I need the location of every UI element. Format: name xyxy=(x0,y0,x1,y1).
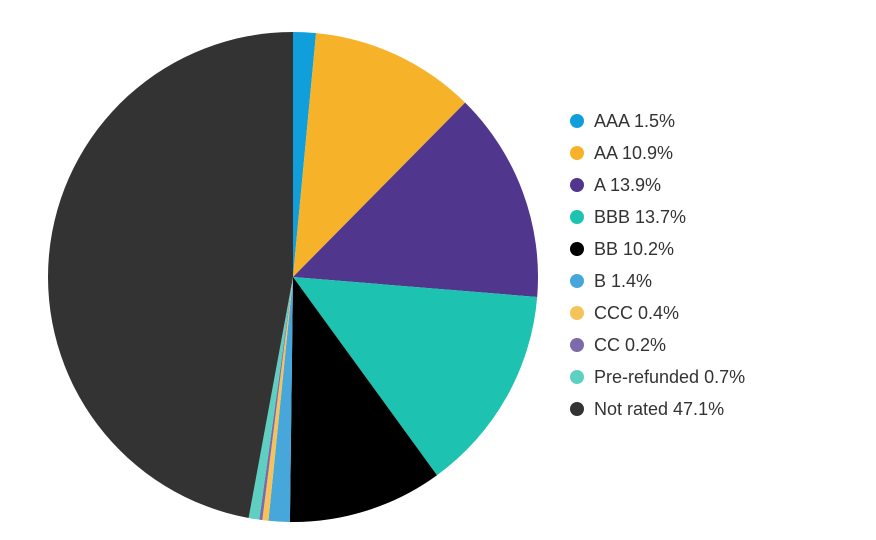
pie-slice xyxy=(48,32,293,518)
legend-label: Not rated 47.1% xyxy=(594,400,724,418)
legend-item: BBB 13.7% xyxy=(570,208,745,226)
legend-label: B 1.4% xyxy=(594,272,652,290)
legend-item: A 13.9% xyxy=(570,176,745,194)
legend-swatch xyxy=(570,114,584,128)
legend-item: B 1.4% xyxy=(570,272,745,290)
legend-swatch xyxy=(570,402,584,416)
legend-label: BBB 13.7% xyxy=(594,208,686,226)
legend: AAA 1.5% AA 10.9% A 13.9% BBB 13.7% BB 10.2%… xyxy=(570,112,745,418)
legend-label: BB 10.2% xyxy=(594,240,674,258)
legend-label: Pre-refunded 0.7% xyxy=(594,368,745,386)
legend-swatch xyxy=(570,338,584,352)
legend-item: Pre-refunded 0.7% xyxy=(570,368,745,386)
legend-swatch xyxy=(570,274,584,288)
legend-item: CC 0.2% xyxy=(570,336,745,354)
legend-swatch xyxy=(570,210,584,224)
legend-label: AA 10.9% xyxy=(594,144,673,162)
legend-label: A 13.9% xyxy=(594,176,661,194)
legend-item: AA 10.9% xyxy=(570,144,745,162)
legend-label: CCC 0.4% xyxy=(594,304,679,322)
credit-quality-pie-chart: AAA 1.5% AA 10.9% A 13.9% BBB 13.7% BB 10.2%… xyxy=(0,0,876,540)
legend-swatch xyxy=(570,146,584,160)
legend-item: Not rated 47.1% xyxy=(570,400,745,418)
legend-swatch xyxy=(570,242,584,256)
legend-swatch xyxy=(570,370,584,384)
legend-item: AAA 1.5% xyxy=(570,112,745,130)
legend-item: CCC 0.4% xyxy=(570,304,745,322)
legend-item: BB 10.2% xyxy=(570,240,745,258)
pie-plot xyxy=(48,32,538,522)
legend-label: CC 0.2% xyxy=(594,336,666,354)
legend-label: AAA 1.5% xyxy=(594,112,675,130)
legend-swatch xyxy=(570,306,584,320)
legend-swatch xyxy=(570,178,584,192)
